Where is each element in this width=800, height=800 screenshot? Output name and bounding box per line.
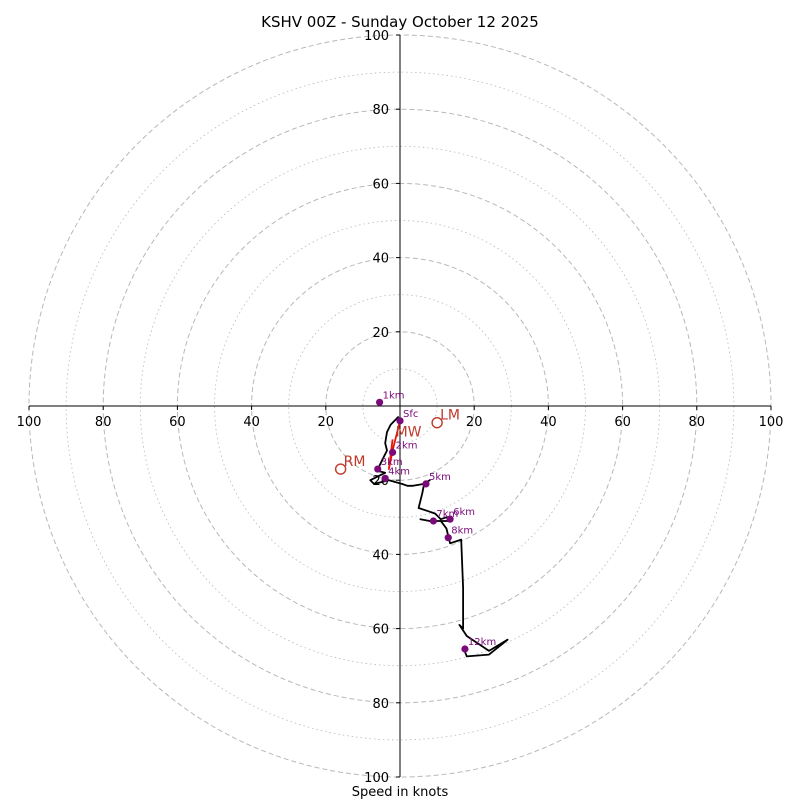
x-tick-label: 80 [95,415,112,430]
x-tick-label: 100 [759,415,784,430]
storm-motion-label: RM [344,454,366,470]
level-label: Sfc [403,409,418,420]
level-marker [375,398,384,406]
storm-motions: LM MW RM [334,408,460,475]
x-axis-label: Speed in knots [352,785,449,800]
x-tick-label: 20 [318,415,335,430]
level-marker [396,417,404,425]
x-tick-label: 40 [243,415,260,430]
y-tick-label: 60 [372,623,389,638]
level-marker [374,465,382,473]
storm-motion-label: MW [396,424,422,440]
x-tick-label: 20 [466,415,483,430]
y-tick-label: 40 [372,548,389,563]
level-label: 7km [436,509,458,520]
level-marker [446,515,454,523]
level-label: 2km [396,440,418,451]
level-marker [388,448,397,456]
y-tick-label: 40 [372,252,389,267]
level-label: 1km [383,390,405,401]
level-label: 8km [451,526,473,537]
level-label: 12km [468,637,496,648]
x-ticks: 100 80 60 40 20 20 40 60 80 100 [17,406,784,430]
axes [29,35,771,777]
x-tick-label: 80 [689,415,706,430]
level-marker [422,480,430,488]
y-tick-label: 60 [372,177,389,192]
y-tick-label: 80 [372,697,389,712]
x-tick-label: 100 [17,415,42,430]
x-tick-label: 40 [540,415,557,430]
level-label: 3km [381,457,403,468]
level-marker [444,534,452,542]
wind-profile-line [369,416,509,658]
x-tick-label: 60 [169,415,186,430]
storm-motion-marker [431,416,443,429]
level-label: 5km [429,472,451,483]
y-tick-label: 20 [372,326,389,341]
y-tick-label: 80 [372,103,389,118]
level-label: 4km [388,466,410,477]
level-marker [461,645,469,653]
x-tick-label: 60 [614,415,631,430]
chart-title: KSHV 00Z - Sunday October 12 2025 [261,13,539,31]
level-label: 6km [453,507,475,518]
level-marker [429,517,437,525]
storm-motion-marker [334,463,347,475]
storm-motion-label: LM [440,408,460,424]
y-tick-label: 100 [364,771,389,786]
y-tick-label: 100 [364,29,389,44]
level-marker [381,474,389,482]
